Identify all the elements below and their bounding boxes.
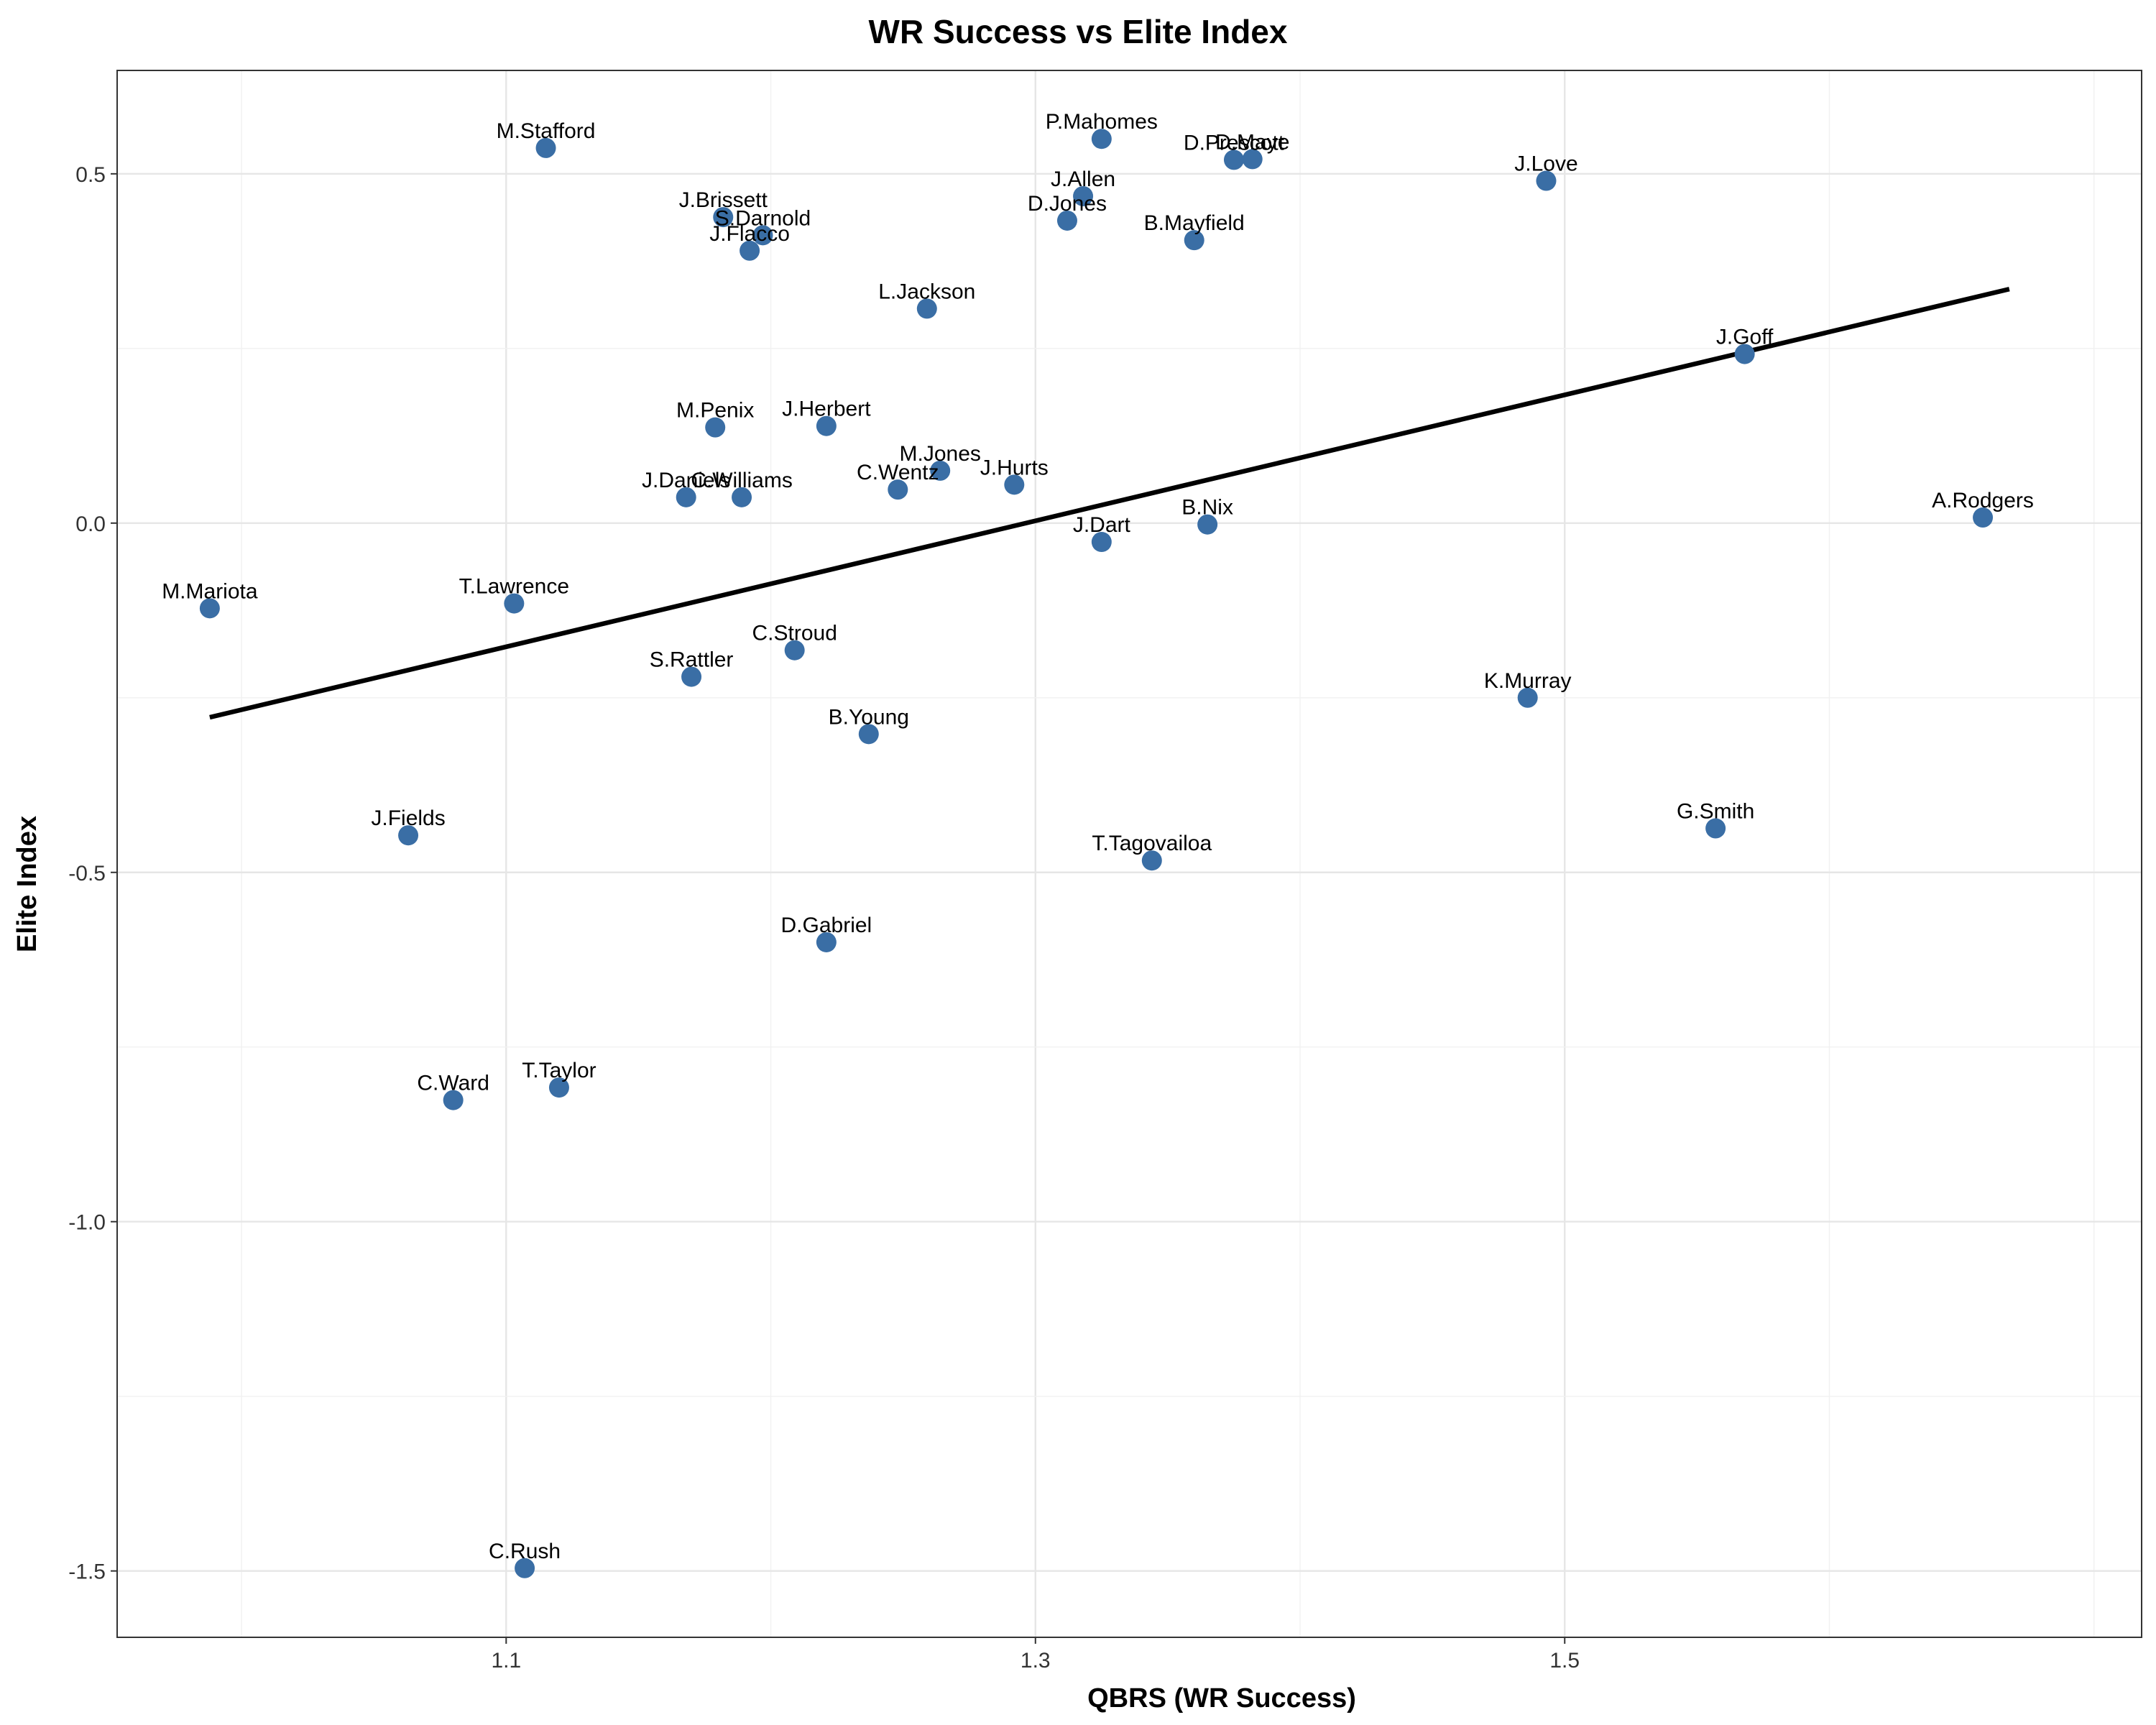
data-point <box>504 593 525 614</box>
point-label: C.Ward <box>417 1072 489 1095</box>
point-label: K.Murray <box>1484 669 1572 693</box>
point-label: B.Mayfield <box>1144 211 1245 235</box>
data-point <box>1223 150 1244 170</box>
data-point <box>1197 514 1218 535</box>
point-label: D.Jones <box>1028 192 1107 216</box>
point-label: C.Stroud <box>752 622 837 645</box>
point-label: B.Nix <box>1181 496 1233 520</box>
data-point <box>705 417 726 438</box>
data-point <box>443 1090 464 1110</box>
data-point <box>681 666 702 687</box>
point-label: J.Hurts <box>980 456 1049 479</box>
data-point <box>1004 474 1025 495</box>
point-label: P.Mahomes <box>1046 110 1158 134</box>
data-point <box>1184 230 1204 251</box>
data-point <box>816 932 837 952</box>
point-label: C.Wentz <box>857 461 939 484</box>
data-point <box>1056 210 1077 231</box>
data-point <box>784 640 805 661</box>
data-point <box>916 298 937 319</box>
y-axis-title: Elite Index <box>12 816 42 952</box>
point-label: M.Penix <box>676 399 754 423</box>
trend-line <box>209 287 2010 720</box>
point-label: J.Brissett <box>679 188 768 212</box>
point-label: L.Jackson <box>878 280 975 303</box>
point-label: T.Tagovailoa <box>1092 832 1212 855</box>
data-point <box>858 724 879 745</box>
y-tick-label: 0.0 <box>75 512 106 536</box>
data-point <box>713 207 734 228</box>
x-tick-label: 1.1 <box>491 1649 521 1673</box>
point-label: A.Rodgers <box>1932 489 2034 512</box>
point-label: S.Darnold <box>715 206 811 230</box>
y-axis-ticks: 0.5 0.0 -0.5 -1.0 -1.5 <box>68 163 117 1584</box>
point-label: M.Stafford <box>497 119 596 143</box>
point-label: J.Allen <box>1051 167 1115 191</box>
data-point <box>1091 129 1112 150</box>
y-tick-label: -1.5 <box>68 1560 106 1584</box>
x-tick-label: 1.3 <box>1021 1649 1051 1673</box>
data-point <box>1141 850 1162 871</box>
plot-panel-border <box>116 70 2142 1638</box>
x-axis-title: QBRS (WR Success) <box>1087 1683 1356 1714</box>
point-label: J.Fields <box>371 806 445 830</box>
point-label: S.Rattler <box>650 648 734 672</box>
point-label: D.Maye <box>1215 130 1289 154</box>
data-point <box>740 240 760 261</box>
point-label: J.Daniels <box>642 469 730 492</box>
x-axis-ticks: 1.1 1.3 1.5 <box>491 1637 1580 1673</box>
data-point <box>398 825 419 846</box>
point-label: D.Gabriel <box>781 914 872 937</box>
point-label: C.Williams <box>691 469 793 492</box>
point-label: T.Taylor <box>522 1059 596 1082</box>
point-label: T.Lawrence <box>459 575 569 599</box>
data-point <box>1705 818 1726 839</box>
point-label: B.Young <box>829 705 909 729</box>
data-point <box>1091 532 1112 553</box>
chart-title: WR Success vs Elite Index <box>869 13 1288 50</box>
data-point <box>1073 185 1094 206</box>
point-label: J.Goff <box>1716 326 1774 349</box>
data-point <box>1734 344 1755 364</box>
point-label: J.Love <box>1514 152 1577 176</box>
y-tick-label: -0.5 <box>68 862 106 886</box>
data-point <box>1973 507 1994 528</box>
y-tick-label: -1.0 <box>68 1211 106 1235</box>
data-point <box>816 415 837 436</box>
data-point <box>676 487 696 507</box>
point-label: M.Jones <box>900 442 981 466</box>
data-points <box>199 129 1994 1578</box>
data-point <box>888 479 908 500</box>
point-label: J.Herbert <box>782 397 871 421</box>
data-point <box>535 137 556 158</box>
x-tick-label: 1.5 <box>1549 1649 1580 1673</box>
data-point <box>515 1558 535 1578</box>
data-point <box>1517 687 1538 708</box>
data-point <box>1536 170 1557 191</box>
data-point <box>752 225 773 246</box>
data-point <box>1242 149 1263 170</box>
point-label: G.Smith <box>1677 800 1754 824</box>
data-point <box>732 487 752 507</box>
point-label: J.Dart <box>1073 513 1131 537</box>
point-label: J.Flacco <box>709 222 790 246</box>
point-label: C.Rush <box>489 1540 561 1563</box>
grid <box>117 70 2142 1637</box>
data-point <box>199 598 220 619</box>
point-label: D.Prescott <box>1184 131 1285 155</box>
data-point <box>930 460 951 481</box>
point-label: M.Mariota <box>162 579 258 603</box>
data-point <box>548 1077 569 1098</box>
y-tick-label: 0.5 <box>75 163 106 187</box>
